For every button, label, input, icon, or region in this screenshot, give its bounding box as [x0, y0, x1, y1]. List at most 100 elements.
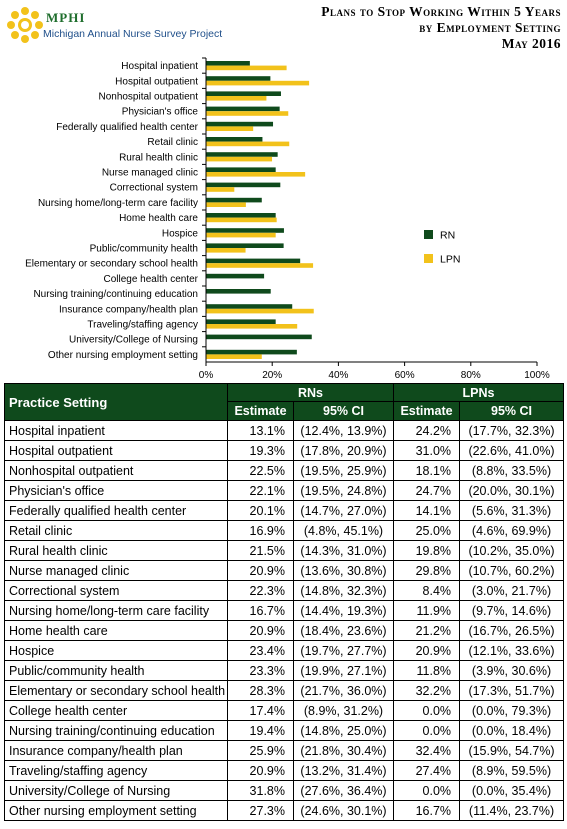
cell-lpn-ci: (0.0%, 18.4%)	[459, 720, 565, 741]
col-lpn-ci: 95% CI	[459, 401, 565, 421]
cell-rn-estimate: 25.9%	[227, 740, 294, 761]
bar-lpn	[206, 111, 289, 116]
table-row: Federally qualified health center 20.1% (1…	[4, 500, 565, 521]
x-tick-label: 0%	[199, 370, 214, 380]
cell-rn-estimate: 20.9%	[227, 760, 294, 781]
bar-rn	[206, 121, 274, 127]
group-rns: RNs	[226, 383, 395, 402]
category-label: Other nursing employment setting	[48, 350, 198, 361]
cell-lpn-ci: (12.1%, 33.6%)	[459, 640, 565, 661]
cell-lpn-estimate: 11.9%	[393, 600, 461, 621]
cell-setting: Correctional system	[4, 580, 228, 601]
cell-rn-estimate: 20.9%	[227, 620, 294, 641]
cell-setting: Physician's office	[4, 480, 228, 501]
table-row: Elementary or secondary school health 28.…	[4, 680, 565, 701]
table-body: Hospital inpatient 13.1% (12.4%, 13.9%) 24.…	[4, 420, 565, 821]
cell-rn-estimate: 22.3%	[227, 580, 294, 601]
cell-lpn-ci: (4.6%, 69.9%)	[459, 520, 565, 541]
bar-rn	[206, 273, 265, 279]
table-row: Rural health clinic 21.5% (14.3%, 31.0%) 19…	[4, 540, 565, 561]
category-label: Hospital outpatient	[115, 76, 198, 87]
cell-lpn-ci: (9.7%, 14.6%)	[459, 600, 565, 621]
title-line-3: May 2016	[501, 36, 561, 51]
cell-lpn-ci: (0.0%, 79.3%)	[459, 700, 565, 721]
cell-rn-estimate: 19.4%	[227, 720, 294, 741]
cell-rn-estimate: 31.8%	[227, 780, 294, 801]
cell-rn-estimate: 13.1%	[227, 420, 294, 441]
category-label: Rural health clinic	[119, 152, 198, 163]
category-label: Correctional system	[110, 183, 198, 194]
category-label: Hospice	[162, 228, 199, 239]
bar-lpn	[206, 217, 277, 223]
cell-setting: Nursing training/continuing education	[4, 720, 228, 741]
category-label: Federally qualified health center	[56, 122, 198, 133]
cell-rn-ci: (19.5%, 24.8%)	[292, 480, 395, 501]
bar-rn	[206, 304, 293, 309]
category-label: Nursing home/long-term care facility	[38, 198, 198, 209]
cell-lpn-ci: (10.7%, 60.2%)	[459, 560, 565, 581]
cell-lpn-estimate: 27.4%	[393, 760, 461, 781]
table-row: Hospital outpatient 19.3% (17.8%, 20.9%) 31…	[4, 440, 565, 461]
cell-rn-ci: (18.4%, 23.6%)	[292, 620, 395, 641]
cell-setting: Traveling/staffing agency	[4, 760, 228, 781]
table-row: Home health care 20.9% (18.4%, 23.6%) 21.2%…	[4, 620, 565, 641]
cell-setting: Nonhospital outpatient	[4, 460, 228, 481]
cell-lpn-estimate: 21.2%	[393, 620, 461, 641]
logo-text: MPHI	[46, 10, 86, 25]
cell-rn-estimate: 19.3%	[227, 440, 294, 461]
category-label: College health center	[103, 274, 198, 285]
table-row: Traveling/staffing agency 20.9% (13.2%, 31…	[4, 760, 565, 781]
cell-setting: Retail clinic	[4, 520, 228, 541]
bar-lpn	[206, 126, 254, 131]
cell-rn-ci: (17.8%, 20.9%)	[292, 440, 395, 461]
bar-rn	[206, 334, 312, 340]
table-row: Insurance company/health plan 25.9% (21.8%…	[4, 740, 565, 761]
cell-rn-estimate: 16.9%	[227, 520, 294, 541]
cell-rn-ci: (14.4%, 19.3%)	[292, 600, 395, 621]
table-row: Other nursing employment setting 27.3% (24…	[4, 800, 565, 821]
report-title: Plans to Stop Working Within 5 Years by …	[321, 4, 561, 52]
cell-lpn-ci: (17.7%, 32.3%)	[459, 420, 565, 441]
cell-setting: Nurse managed clinic	[4, 560, 228, 581]
col-rn-estimate: Estimate	[227, 401, 294, 421]
bar-lpn	[206, 324, 298, 329]
cell-rn-ci: (12.4%, 13.9%)	[292, 420, 395, 441]
cell-rn-ci: (27.6%, 36.4%)	[292, 780, 395, 801]
x-tick-label: 20%	[262, 370, 282, 380]
cell-lpn-ci: (10.2%, 35.0%)	[459, 540, 565, 561]
category-label: Retail clinic	[147, 137, 198, 148]
table-row: Hospice 23.4% (19.7%, 27.7%) 20.9% (12.1%, 3…	[4, 640, 565, 661]
bar-lpn	[206, 308, 314, 314]
bar-lpn	[206, 202, 246, 207]
cell-lpn-estimate: 14.1%	[393, 500, 461, 521]
cell-rn-ci: (21.7%, 36.0%)	[292, 680, 395, 701]
cell-setting: Hospice	[4, 640, 228, 661]
x-tick-label: 100%	[524, 370, 550, 380]
x-tick-label: 60%	[395, 370, 415, 380]
x-tick-label: 40%	[328, 370, 348, 380]
table-row: Correctional system 22.3% (14.8%, 32.3%) 8.…	[4, 580, 565, 601]
cell-lpn-estimate: 18.1%	[393, 460, 461, 481]
cell-rn-estimate: 17.4%	[227, 700, 294, 721]
legend-label-rn: RN	[440, 230, 455, 242]
category-label: University/College of Nursing	[69, 335, 198, 346]
cell-rn-ci: (8.9%, 31.2%)	[292, 700, 395, 721]
bar-rn	[206, 182, 281, 188]
category-label: Hospital inpatient	[121, 61, 198, 72]
table-row: Public/community health 23.3% (19.9%, 27.1…	[4, 660, 565, 681]
category-label: Insurance company/health plan	[59, 304, 198, 315]
bar-rn	[206, 61, 250, 66]
cell-setting: College health center	[4, 700, 228, 721]
table-row: Nonhospital outpatient 22.5% (19.5%, 25.9%…	[4, 460, 565, 481]
bar-rn	[206, 167, 276, 172]
bar-rn	[206, 243, 284, 248]
category-label: Nurse managed clinic	[102, 168, 198, 179]
cell-lpn-ci: (3.9%, 30.6%)	[459, 660, 565, 681]
legend-swatch-lpn	[424, 254, 433, 263]
table-row: Retail clinic 16.9% (4.8%, 45.1%) 25.0% (4.6…	[4, 520, 565, 541]
bar-rn	[206, 228, 284, 233]
cell-rn-ci: (13.2%, 31.4%)	[292, 760, 395, 781]
cell-rn-estimate: 27.3%	[227, 800, 294, 821]
cell-lpn-estimate: 0.0%	[393, 780, 461, 801]
bar-rn	[206, 349, 297, 355]
